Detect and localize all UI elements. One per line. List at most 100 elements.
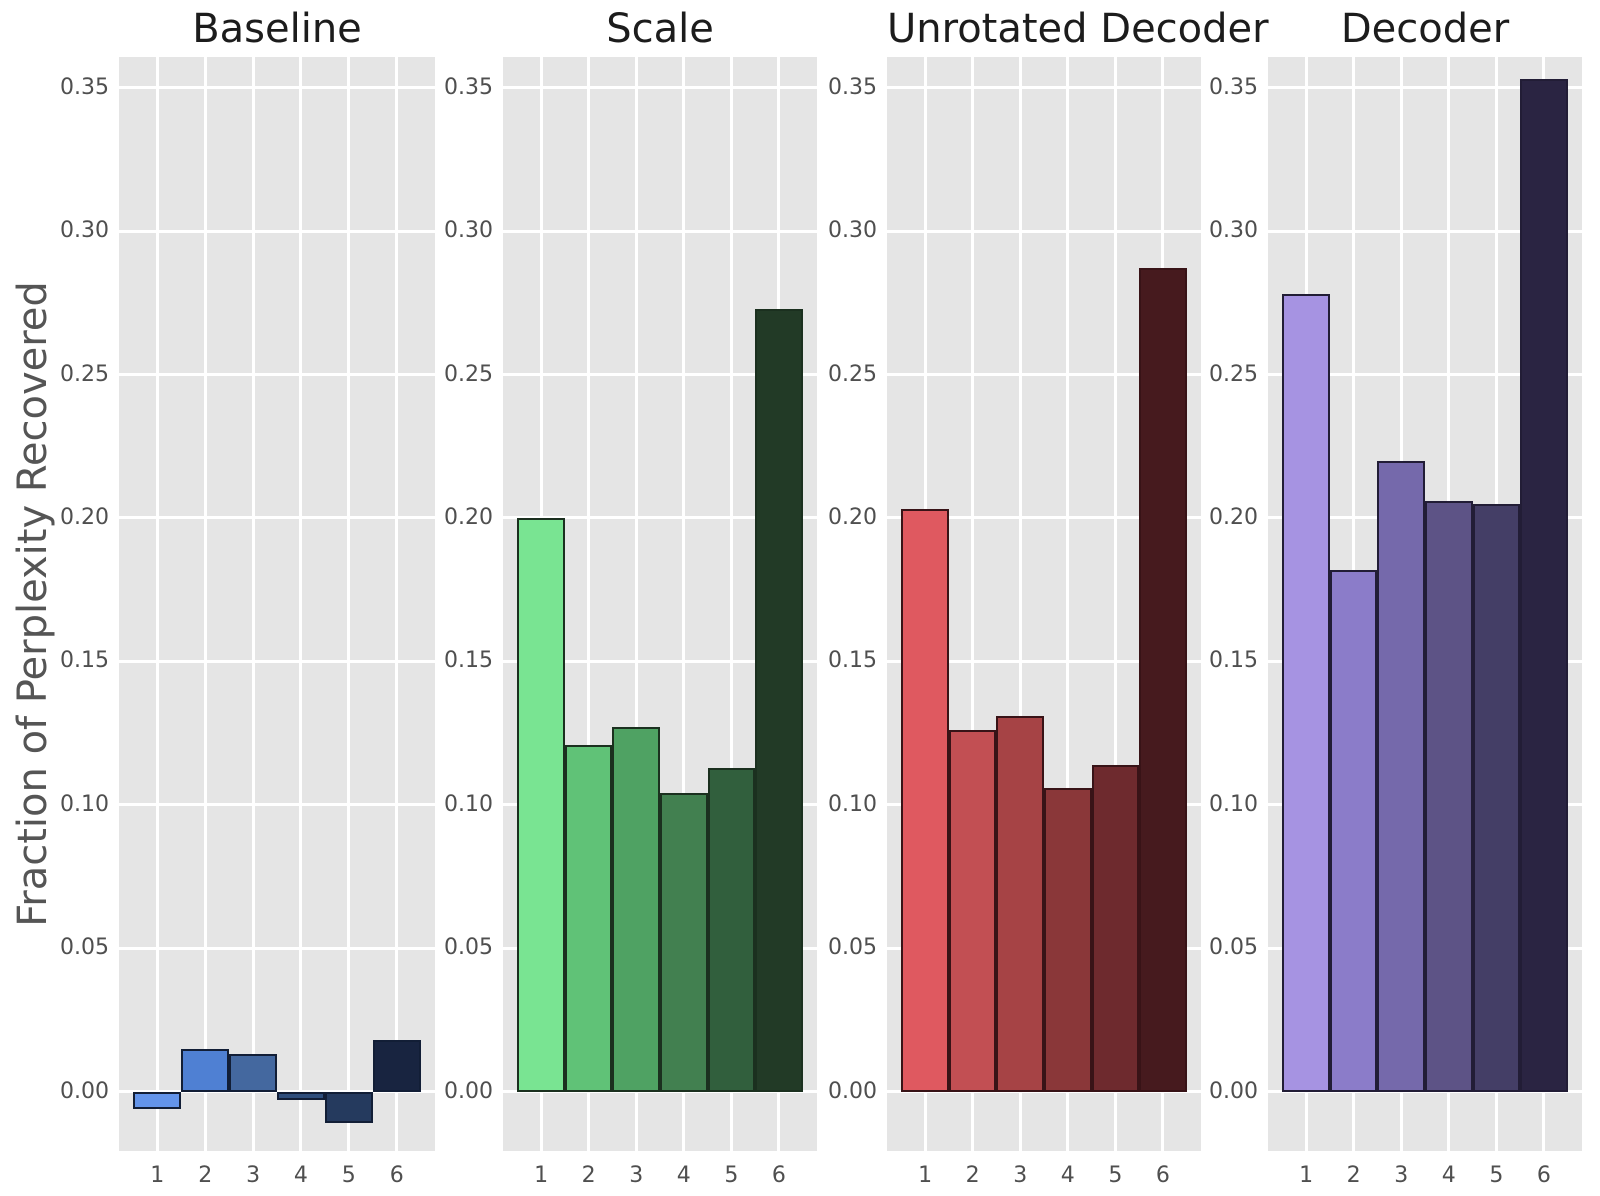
x-tick-label: 5 (341, 1163, 356, 1188)
x-tick-label: 3 (1013, 1163, 1028, 1188)
x-tick-label: 6 (771, 1163, 786, 1188)
gridline-horizontal (887, 229, 1201, 233)
plot-area-baseline (119, 57, 435, 1151)
plot-area-unrotated-decoder (887, 57, 1201, 1151)
bar-decoder-6 (1520, 79, 1568, 1092)
gridline-horizontal (503, 229, 817, 233)
y-tick-label: 0.35 (444, 74, 493, 100)
x-tick-label: 5 (724, 1163, 739, 1188)
y-tick-label: 0.05 (60, 935, 109, 961)
gridline-vertical (1018, 57, 1022, 1151)
panel-title-baseline: Baseline (192, 6, 362, 52)
bar-baseline-6 (372, 1040, 421, 1092)
bar-unrotated-decoder-2 (948, 730, 997, 1092)
gridline-vertical (251, 57, 255, 1151)
x-tick-label: 1 (918, 1163, 933, 1188)
gridline-vertical (1066, 57, 1070, 1151)
gridline-horizontal (119, 659, 435, 663)
x-tick-label: 3 (1394, 1163, 1409, 1188)
x-tick-label: 5 (1108, 1163, 1123, 1188)
bar-baseline-4 (277, 1091, 325, 1101)
gridline-horizontal (887, 1090, 1201, 1094)
gridline-horizontal (887, 516, 1201, 520)
gridline-horizontal (887, 659, 1201, 663)
bar-baseline-3 (229, 1054, 277, 1092)
y-tick-label: 0.05 (828, 935, 877, 961)
bar-baseline-2 (181, 1048, 230, 1092)
gridline-vertical (347, 57, 351, 1151)
x-tick-label: 2 (1346, 1163, 1361, 1188)
y-tick-label: 0.15 (828, 648, 877, 674)
y-tick-label: 0.15 (1209, 648, 1258, 674)
y-tick-label: 0.15 (60, 648, 109, 674)
y-tick-label: 0.25 (60, 361, 109, 387)
gridline-horizontal (119, 516, 435, 520)
bar-unrotated-decoder-5 (1091, 764, 1140, 1092)
bar-scale-1 (517, 517, 565, 1092)
gridline-horizontal (503, 1090, 817, 1094)
y-tick-label: 0.10 (828, 791, 877, 817)
gridline-horizontal (119, 946, 435, 950)
x-tick-label: 2 (965, 1163, 980, 1188)
x-tick-label: 4 (676, 1163, 691, 1188)
gridline-vertical (299, 57, 303, 1151)
x-tick-label: 6 (1155, 1163, 1170, 1188)
y-tick-label: 0.30 (1209, 218, 1258, 244)
bar-decoder-5 (1472, 503, 1521, 1092)
bar-scale-5 (707, 767, 756, 1092)
y-tick-label: 0.00 (1209, 1078, 1258, 1104)
y-tick-label: 0.20 (1209, 504, 1258, 530)
gridline-horizontal (503, 516, 817, 520)
bar-baseline-5 (324, 1091, 373, 1124)
x-tick-label: 4 (1060, 1163, 1075, 1188)
gridline-vertical (1113, 57, 1117, 1151)
x-tick-label: 2 (198, 1163, 213, 1188)
gridline-vertical (729, 57, 733, 1151)
bar-unrotated-decoder-4 (1044, 787, 1092, 1092)
gridline-vertical (682, 57, 686, 1151)
bar-decoder-3 (1377, 460, 1425, 1092)
y-tick-label: 0.30 (828, 218, 877, 244)
gridline-horizontal (119, 86, 435, 90)
y-tick-label: 0.10 (1209, 791, 1258, 817)
gridline-vertical (634, 57, 638, 1151)
bar-decoder-4 (1425, 500, 1473, 1092)
y-tick-label: 0.10 (60, 791, 109, 817)
y-tick-label: 0.05 (1209, 935, 1258, 961)
gridline-horizontal (1268, 229, 1582, 233)
y-tick-label: 0.10 (444, 791, 493, 817)
gridline-horizontal (887, 373, 1201, 376)
x-tick-label: 1 (1299, 1163, 1314, 1188)
x-tick-label: 1 (534, 1163, 549, 1188)
panel-title-scale: Scale (606, 6, 714, 52)
gridline-horizontal (887, 86, 1201, 90)
x-tick-label: 4 (1441, 1163, 1456, 1188)
bar-scale-3 (612, 727, 660, 1092)
gridline-vertical (203, 57, 207, 1151)
plot-area-scale (503, 57, 817, 1151)
x-tick-label: 4 (293, 1163, 308, 1188)
gridline-horizontal (503, 373, 817, 376)
gridline-vertical (395, 57, 399, 1151)
y-tick-label: 0.25 (828, 361, 877, 387)
y-tick-label: 0.15 (444, 648, 493, 674)
panel-title-unrotated-decoder: Unrotated Decoder (887, 6, 1269, 52)
x-tick-label: 2 (581, 1163, 596, 1188)
gridline-horizontal (1268, 373, 1582, 376)
x-tick-label: 1 (150, 1163, 165, 1188)
x-tick-label: 3 (246, 1163, 261, 1188)
gridline-horizontal (119, 803, 435, 807)
gridline-horizontal (503, 86, 817, 90)
gridline-vertical (155, 57, 159, 1151)
gridline-horizontal (1268, 1090, 1582, 1094)
y-tick-label: 0.25 (1209, 361, 1258, 387)
y-tick-label: 0.35 (60, 74, 109, 100)
plot-area-decoder (1268, 57, 1582, 1151)
y-tick-label: 0.25 (444, 361, 493, 387)
y-tick-label: 0.00 (60, 1078, 109, 1104)
gridline-horizontal (503, 659, 817, 663)
x-tick-label: 3 (629, 1163, 644, 1188)
bar-unrotated-decoder-1 (901, 509, 949, 1092)
bar-scale-4 (660, 793, 708, 1092)
